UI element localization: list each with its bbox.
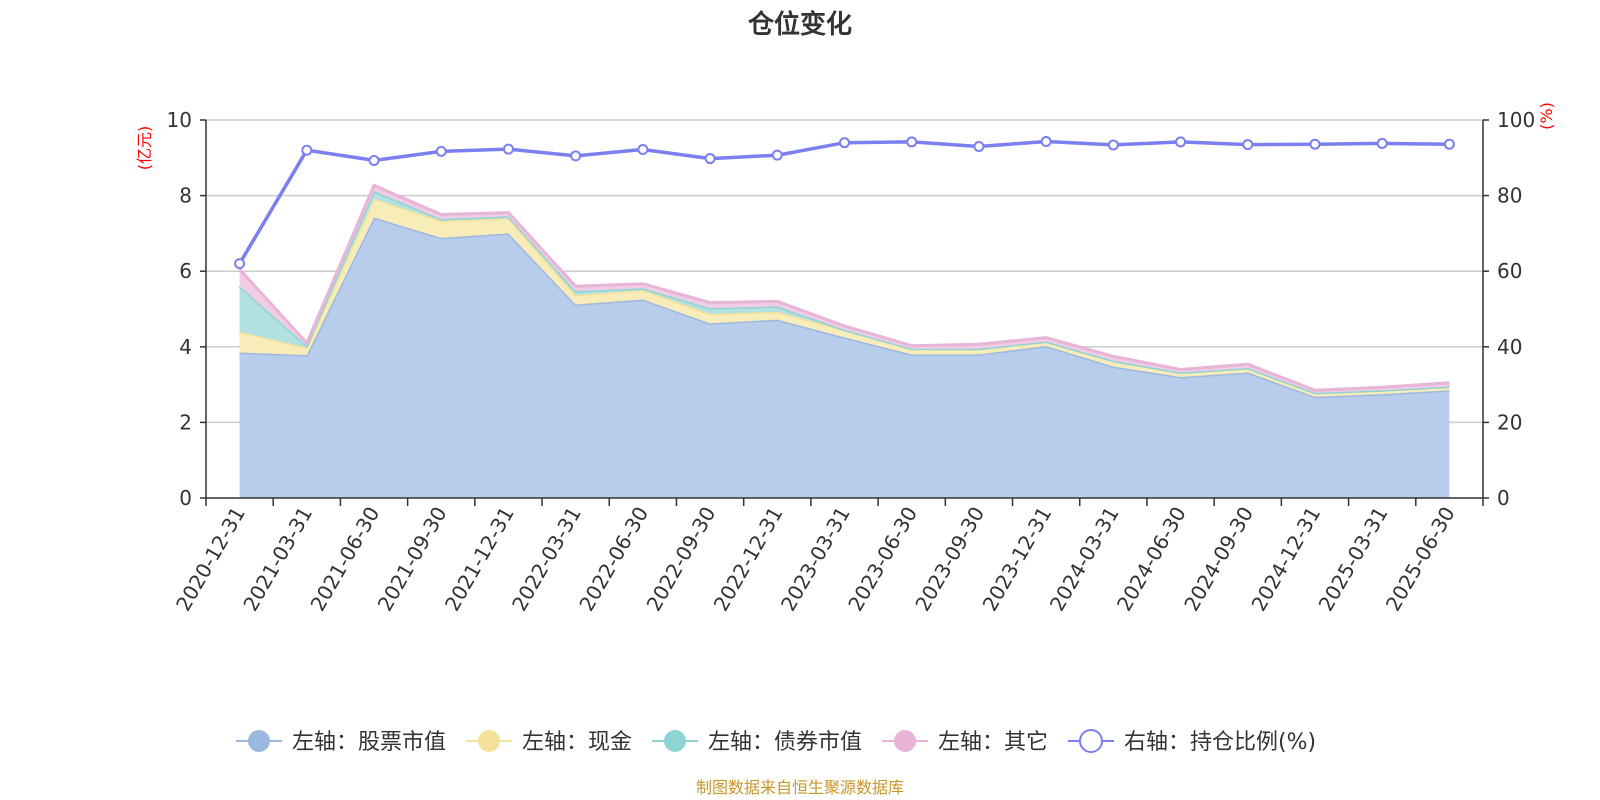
x-tick-label: 2024-06-30 <box>1112 503 1191 616</box>
legend-label: 左轴：现金 <box>522 730 632 755</box>
x-tick-label: 2022-09-30 <box>642 503 721 616</box>
ratio-point <box>570 150 582 162</box>
ratio-point <box>1443 138 1455 150</box>
left-tick-label: 6 <box>179 259 192 283</box>
ratio-point <box>301 144 313 156</box>
ratio-point <box>435 145 447 157</box>
right-tick-label: 40 <box>1497 335 1522 359</box>
left-tick-label: 2 <box>179 410 192 434</box>
legend-item: 右轴：持仓比例(%) <box>1068 729 1316 755</box>
legend: 左轴：股票市值 左轴：现金 左轴：债券市值 左轴：其它 右轴：持仓比例(%) <box>236 729 1316 755</box>
x-tick-label: 2024-03-31 <box>1045 503 1124 616</box>
ratio-point <box>637 143 649 155</box>
x-tick-label: 2021-09-30 <box>373 502 452 615</box>
legend-marker <box>478 730 500 752</box>
x-tick-label: 2022-06-30 <box>574 503 653 616</box>
ratio-point <box>502 143 514 155</box>
legend-marker <box>894 730 916 752</box>
x-tick-label: 2021-03-31 <box>238 503 317 616</box>
legend-item: 左轴：现金 <box>466 730 632 755</box>
x-tick-label: 2023-06-30 <box>843 502 922 615</box>
legend-item: 左轴：其它 <box>882 730 1048 755</box>
x-tick-label: 2022-12-31 <box>709 503 788 616</box>
legend-marker <box>1079 729 1103 753</box>
legend-label: 左轴：债券市值 <box>708 730 862 755</box>
ratio-point <box>906 136 918 148</box>
ratio-point <box>704 153 716 165</box>
x-tick-label: 2024-12-31 <box>1246 503 1325 616</box>
ratio-point <box>1175 136 1187 148</box>
legend-marker <box>664 730 686 752</box>
ratio-point <box>839 137 850 149</box>
left-tick-label: 0 <box>179 486 192 510</box>
ratio-point <box>234 258 246 270</box>
x-tick-label: 2021-12-31 <box>440 503 519 616</box>
ratio-point <box>1309 138 1321 150</box>
right-axis-unit: (%) <box>1537 102 1556 130</box>
ratio-line <box>234 136 1455 270</box>
right-tick-label: 60 <box>1497 259 1522 283</box>
legend-item: 左轴：债券市值 <box>652 730 862 755</box>
right-tick-label: 100 <box>1497 108 1535 132</box>
ratio-point <box>1040 136 1052 148</box>
stacked-areas <box>238 183 1450 498</box>
chart-title: 仓位变化 <box>747 9 852 40</box>
legend-marker <box>248 730 270 752</box>
legend-label: 左轴：其它 <box>938 730 1048 755</box>
area-fill <box>239 217 1450 498</box>
right-tick-label: 0 <box>1497 486 1510 510</box>
ratio-point <box>973 140 985 152</box>
x-tick-label: 2023-03-31 <box>776 503 855 616</box>
right-tick-label: 80 <box>1497 184 1522 208</box>
ratio-point <box>1107 139 1119 151</box>
ratio-point <box>771 149 783 161</box>
x-tick-label: 2024-09-30 <box>1179 503 1258 616</box>
x-tick-label: 2023-12-31 <box>978 503 1057 616</box>
left-tick-label: 10 <box>167 108 192 132</box>
x-tick-label: 2025-06-30 <box>1381 503 1460 616</box>
x-tick-label: 2023-09-30 <box>910 503 989 616</box>
left-axis-unit: (亿元) <box>135 126 154 171</box>
legend-label: 右轴：持仓比例(%) <box>1124 730 1316 755</box>
left-tick-label: 4 <box>179 335 192 359</box>
ratio-point <box>368 154 380 166</box>
legend-label: 左轴：股票市值 <box>292 730 446 755</box>
source-note: 制图数据来自恒生聚源数据库 <box>696 778 904 797</box>
x-tick-label: 2025-03-31 <box>1314 503 1393 616</box>
legend-item: 左轴：股票市值 <box>236 730 446 755</box>
x-tick-label: 2022-03-31 <box>507 503 586 616</box>
ratio-point <box>1376 137 1388 149</box>
area-edge-line <box>238 183 1450 392</box>
ratio-point <box>1242 139 1254 151</box>
left-tick-label: 8 <box>179 184 192 208</box>
x-tick-label: 2020-12-31 <box>171 503 250 616</box>
right-tick-label: 20 <box>1497 410 1522 434</box>
x-tick-label: 2021-06-30 <box>305 503 384 616</box>
